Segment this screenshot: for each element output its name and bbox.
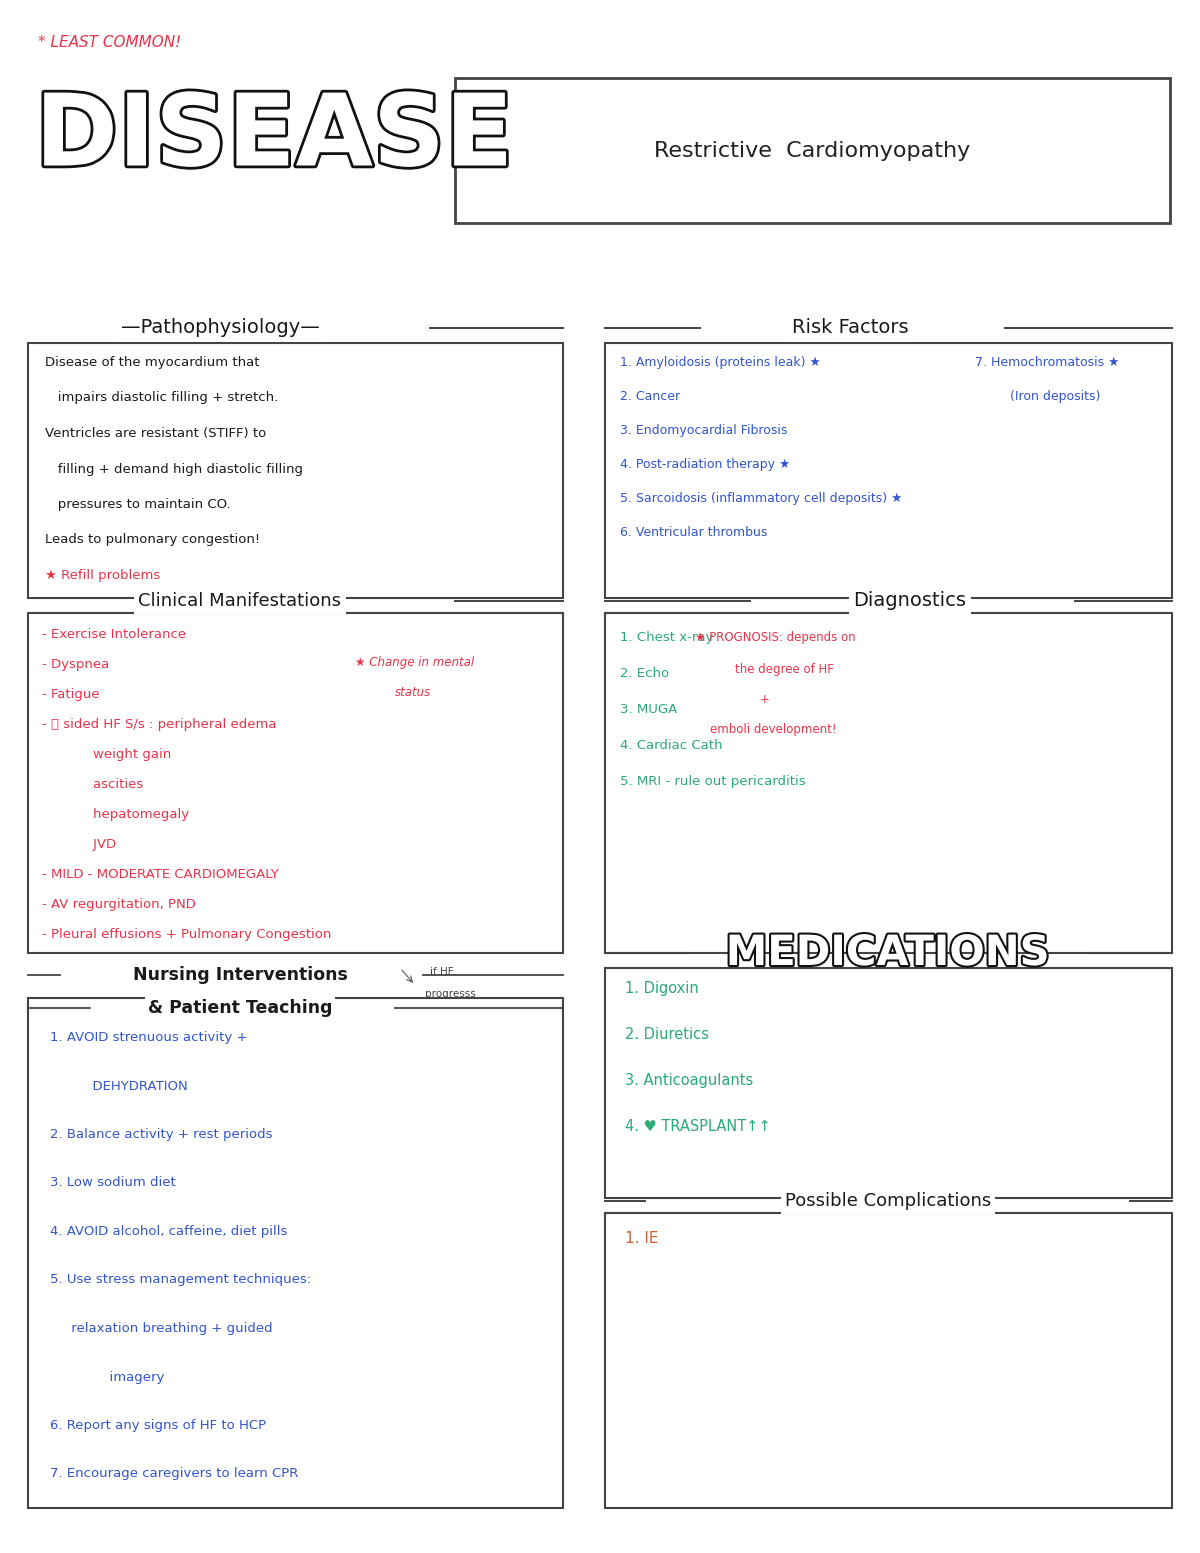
- Text: emboli development!: emboli development!: [710, 724, 836, 736]
- Text: DISEASE: DISEASE: [35, 90, 514, 186]
- Text: JVD: JVD: [42, 839, 116, 851]
- Text: 2. Balance activity + rest periods: 2. Balance activity + rest periods: [50, 1127, 272, 1141]
- Text: Clinical Manifestations: Clinical Manifestations: [138, 592, 342, 610]
- Text: Ventricles are resistant (STIFF) to: Ventricles are resistant (STIFF) to: [46, 427, 266, 439]
- FancyBboxPatch shape: [605, 968, 1172, 1197]
- Text: 2. Diuretics: 2. Diuretics: [625, 1027, 709, 1042]
- Text: ★ Refill problems: ★ Refill problems: [46, 568, 161, 582]
- Text: * LEAST COMMON!: * LEAST COMMON!: [38, 36, 181, 51]
- Text: the degree of HF: the degree of HF: [734, 663, 834, 676]
- Text: 3. MUGA: 3. MUGA: [620, 704, 677, 716]
- Text: pressures to maintain CO.: pressures to maintain CO.: [46, 499, 230, 511]
- Text: status: status: [395, 686, 431, 699]
- Text: imagery: imagery: [50, 1370, 164, 1384]
- FancyBboxPatch shape: [28, 613, 563, 954]
- Text: 2. Echo: 2. Echo: [620, 666, 670, 680]
- Text: 4. Cardiac Cath: 4. Cardiac Cath: [620, 739, 722, 752]
- Text: +: +: [760, 693, 770, 707]
- FancyBboxPatch shape: [605, 613, 1172, 954]
- Text: 3. Endomyocardial Fibrosis: 3. Endomyocardial Fibrosis: [620, 424, 787, 436]
- Text: (Iron deposits): (Iron deposits): [1010, 390, 1100, 402]
- Text: hepatomegaly: hepatomegaly: [42, 808, 190, 822]
- Text: if HF: if HF: [430, 968, 454, 977]
- Text: 4. ♥ TRASPLANT↑↑: 4. ♥ TRASPLANT↑↑: [625, 1120, 770, 1134]
- Text: - MILD - MODERATE CARDIOMEGALY: - MILD - MODERATE CARDIOMEGALY: [42, 868, 278, 881]
- Text: 1. Digoxin: 1. Digoxin: [625, 981, 698, 995]
- Text: MEDICATIONS: MEDICATIONS: [726, 932, 1050, 974]
- Text: - AV regurgitation, PND: - AV regurgitation, PND: [42, 898, 196, 912]
- Text: ★ Change in mental: ★ Change in mental: [355, 655, 474, 669]
- Text: - Fatigue: - Fatigue: [42, 688, 100, 700]
- Text: 1. Chest x-ray: 1. Chest x-ray: [620, 631, 713, 644]
- Text: 2. Cancer: 2. Cancer: [620, 390, 680, 402]
- Text: & Patient Teaching: & Patient Teaching: [148, 999, 332, 1017]
- Text: weight gain: weight gain: [42, 749, 172, 761]
- Text: 6. Report any signs of HF to HCP: 6. Report any signs of HF to HCP: [50, 1419, 266, 1432]
- Text: 7. Hemochromatosis ★: 7. Hemochromatosis ★: [974, 356, 1120, 370]
- Text: filling + demand high diastolic filling: filling + demand high diastolic filling: [46, 463, 302, 475]
- Text: ★ PROGNOSIS: depends on: ★ PROGNOSIS: depends on: [695, 631, 856, 644]
- Text: 5. MRI - rule out pericarditis: 5. MRI - rule out pericarditis: [620, 775, 805, 787]
- Text: Diagnostics: Diagnostics: [853, 592, 966, 610]
- Text: Leads to pulmonary congestion!: Leads to pulmonary congestion!: [46, 534, 260, 547]
- Text: 5. Sarcoidosis (inflammatory cell deposits) ★: 5. Sarcoidosis (inflammatory cell deposi…: [620, 492, 902, 505]
- Text: DISEASE: DISEASE: [35, 90, 514, 186]
- Text: 3. Low sodium diet: 3. Low sodium diet: [50, 1177, 175, 1190]
- Text: DEHYDRATION: DEHYDRATION: [50, 1079, 187, 1092]
- Text: Restrictive  Cardiomyopathy: Restrictive Cardiomyopathy: [654, 141, 970, 162]
- Text: 3. Anticoagulants: 3. Anticoagulants: [625, 1073, 754, 1089]
- Text: 4. Post-radiation therapy ★: 4. Post-radiation therapy ★: [620, 458, 791, 471]
- Text: - Pleural effusions + Pulmonary Congestion: - Pleural effusions + Pulmonary Congesti…: [42, 929, 331, 941]
- Text: progresss: progresss: [425, 989, 475, 999]
- Text: - Ⓡ sided HF S/s : peripheral edema: - Ⓡ sided HF S/s : peripheral edema: [42, 717, 276, 731]
- Text: DISEASE: DISEASE: [35, 90, 514, 186]
- Text: impairs diastolic filling + stretch.: impairs diastolic filling + stretch.: [46, 391, 278, 404]
- Text: Possible Complications: Possible Complications: [785, 1193, 991, 1210]
- Text: Nursing Interventions: Nursing Interventions: [132, 966, 348, 985]
- Text: MEDICATIONS: MEDICATIONS: [726, 932, 1050, 974]
- Text: ascities: ascities: [42, 778, 143, 790]
- Text: 7. Encourage caregivers to learn CPR: 7. Encourage caregivers to learn CPR: [50, 1468, 299, 1480]
- Text: 4. AVOID alcohol, caffeine, diet pills: 4. AVOID alcohol, caffeine, diet pills: [50, 1225, 287, 1238]
- FancyBboxPatch shape: [28, 343, 563, 598]
- FancyBboxPatch shape: [605, 343, 1172, 598]
- Text: Risk Factors: Risk Factors: [792, 318, 908, 337]
- Text: - Exercise Intolerance: - Exercise Intolerance: [42, 627, 186, 641]
- Text: - Dyspnea: - Dyspnea: [42, 658, 109, 671]
- FancyBboxPatch shape: [455, 78, 1170, 224]
- Text: Disease of the myocardium that: Disease of the myocardium that: [46, 356, 259, 370]
- Text: —Pathophysiology—: —Pathophysiology—: [120, 318, 319, 337]
- Text: relaxation breathing + guided: relaxation breathing + guided: [50, 1322, 272, 1336]
- Text: 1. IE: 1. IE: [625, 1232, 659, 1246]
- Text: 6. Ventricular thrombus: 6. Ventricular thrombus: [620, 526, 767, 539]
- Text: 1. AVOID strenuous activity +: 1. AVOID strenuous activity +: [50, 1031, 247, 1044]
- FancyBboxPatch shape: [28, 999, 563, 1508]
- Text: 1. Amyloidosis (proteins leak) ★: 1. Amyloidosis (proteins leak) ★: [620, 356, 821, 370]
- Text: 5. Use stress management techniques:: 5. Use stress management techniques:: [50, 1273, 311, 1286]
- FancyBboxPatch shape: [605, 1213, 1172, 1508]
